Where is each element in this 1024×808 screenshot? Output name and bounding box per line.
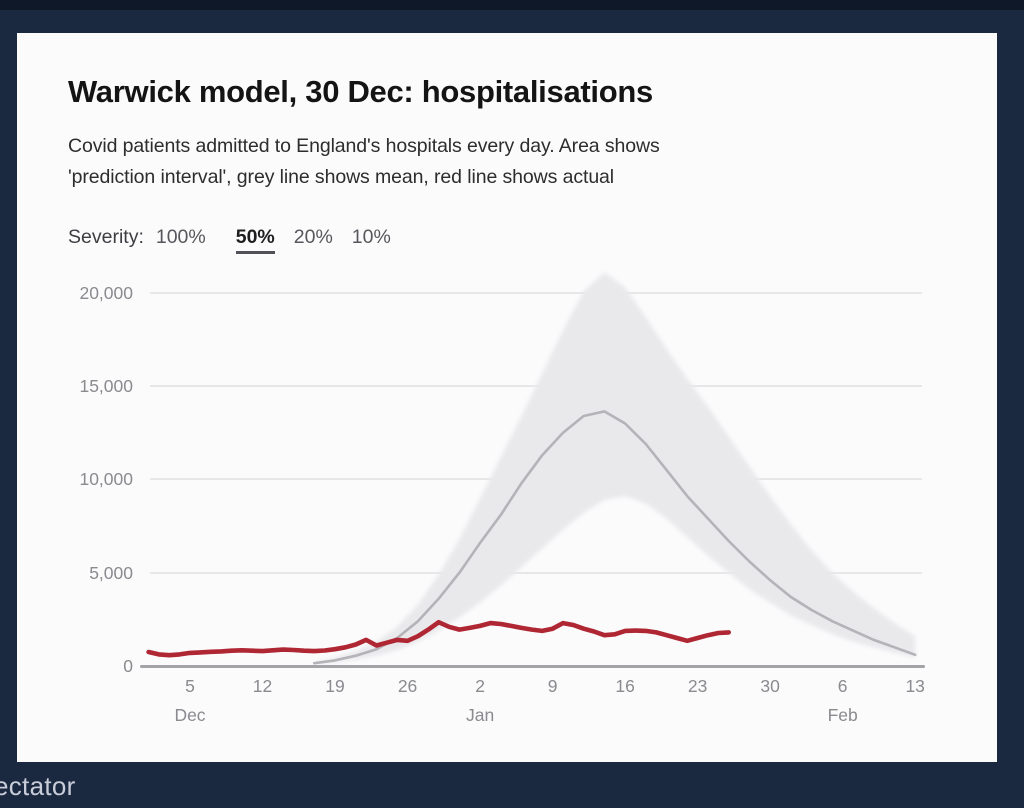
severity-option-10[interactable]: 10%: [351, 226, 391, 248]
frame-top-strip: [0, 0, 1024, 10]
x-axis-line: [140, 665, 925, 668]
x-tick-label: 9: [547, 676, 558, 696]
mean-line: [313, 410, 917, 665]
chart-subtitle-line2: 'prediction interval', grey line shows m…: [68, 166, 615, 188]
x-month-label: Jan: [465, 705, 495, 725]
chart-canvas: [146, 272, 917, 665]
y-tick-label: 20,000: [79, 282, 133, 303]
x-tick-label: 26: [397, 676, 418, 696]
x-month-label: Feb: [827, 705, 858, 725]
y-tick-label: 0: [123, 656, 133, 676]
severity-option-20[interactable]: 20%: [293, 226, 333, 248]
actual-line: [146, 619, 731, 658]
x-tick-label: 5: [185, 676, 195, 696]
y-tick-label: 15,000: [79, 376, 133, 397]
x-tick-label: 6: [837, 676, 848, 696]
x-month-label: Dec: [174, 705, 206, 725]
x-tick-label: 23: [687, 676, 708, 696]
severity-option-100[interactable]: 100%: [155, 226, 206, 248]
chart-subtitle-line1: Covid patients admitted to England's hos…: [68, 135, 660, 157]
x-tick-label: 19: [325, 676, 345, 696]
x-tick-label: 30: [760, 676, 780, 696]
x-tick-label: 13: [905, 676, 925, 696]
x-tick-label: 2: [475, 676, 485, 696]
y-tick-label: 10,000: [79, 469, 133, 490]
grid-line: [150, 571, 922, 574]
prediction-interval-area: [314, 272, 916, 665]
plot-area: 0 5,000 10,000 15,000 20,000 5 Dec 12 19 26 2 Jan 9 1…: [17, 33, 997, 762]
chart-card: Warwick model, 30 Dec: hospitalisations …: [17, 33, 997, 762]
y-tick-label: 5,000: [89, 562, 133, 583]
severity-control: Severity: 100% 50% 20% 10%: [68, 226, 410, 254]
severity-option-50[interactable]: 50%: [235, 226, 275, 254]
watermark-text: ectator: [0, 771, 76, 801]
x-tick-label: 12: [252, 676, 273, 696]
grid-line: [150, 291, 922, 294]
severity-label: Severity:: [68, 226, 144, 248]
chart-title: Warwick model, 30 Dec: hospitalisations: [68, 74, 653, 109]
x-tick-label: 16: [615, 676, 635, 696]
